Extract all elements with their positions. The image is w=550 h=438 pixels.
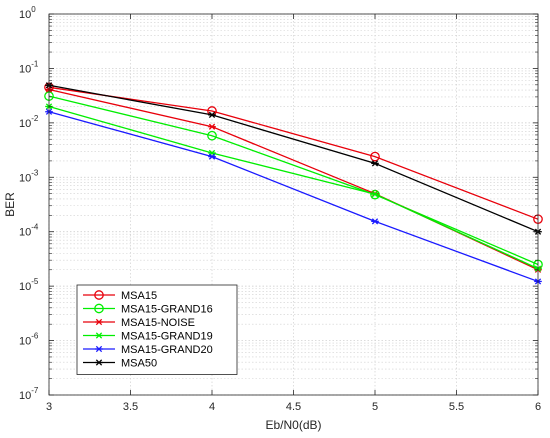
- series-line: [48, 105, 539, 270]
- x-axis-label: Eb/N0(dB): [265, 418, 321, 432]
- x-tick-label: 4: [209, 401, 215, 413]
- data-point: [94, 303, 104, 314]
- y-tick-label: 100: [19, 5, 36, 21]
- y-tick-label: 10-4: [19, 223, 39, 239]
- series-msa15-grand16: [44, 91, 543, 270]
- legend-label: MSA15-GRAND19: [121, 331, 213, 343]
- data-point: [371, 218, 379, 225]
- y-tick-label: 10-6: [19, 332, 39, 348]
- x-tick-label: 5.5: [449, 401, 464, 413]
- data-point: [95, 359, 103, 366]
- y-tick-label: 10-5: [19, 277, 39, 293]
- data-point: [371, 191, 379, 198]
- data-point: [94, 290, 104, 300]
- y-tick-label: 10-1: [19, 59, 39, 75]
- data-point: [208, 111, 216, 119]
- legend-label: MSA50: [121, 358, 157, 370]
- series-line: [48, 111, 539, 283]
- legend-label: MSA15-GRAND20: [121, 344, 213, 356]
- data-point: [95, 345, 103, 353]
- y-tick-label: 10-2: [19, 114, 39, 130]
- data-point: [371, 160, 379, 167]
- data-point: [370, 189, 380, 200]
- legend-entry: MSA15-GRAND16: [83, 304, 213, 316]
- x-tick-label: 3.5: [123, 401, 138, 413]
- legend-label: MSA15-NOISE: [121, 317, 195, 329]
- data-point: [95, 332, 103, 339]
- legend-entry: MSA15: [83, 290, 157, 302]
- legend-label: MSA15: [121, 290, 157, 302]
- x-tick-label: 4.5: [286, 401, 301, 413]
- y-tick-label: 10-3: [19, 168, 39, 184]
- y-tick-label: 10-7: [19, 386, 39, 402]
- data-point: [207, 130, 217, 141]
- data-point: [95, 318, 103, 326]
- x-tick-label: 6: [535, 401, 541, 413]
- legend-entry: MSA15-GRAND19: [83, 331, 213, 343]
- series-line: [48, 84, 539, 233]
- data-point: [370, 151, 380, 162]
- legend-box: [76, 284, 238, 375]
- x-tick-label: 5: [372, 401, 378, 413]
- legend-entry: MSA15-GRAND20: [83, 344, 213, 356]
- data-point: [208, 153, 216, 160]
- series-line: [48, 86, 539, 220]
- legend-entry: MSA15-NOISE: [83, 317, 195, 329]
- legend-entry: MSA50: [83, 358, 157, 370]
- ticks-layer: 3 3.5 4 4.5 5 5.5 6 100 10-1 10-2 10-3 10-4 10-5 10-6…: [19, 5, 541, 413]
- y-axis-label: BER: [3, 192, 17, 217]
- series-line: [48, 95, 539, 266]
- x-tick-label: 3: [46, 401, 52, 413]
- data-point: [208, 123, 216, 130]
- legend-label: MSA15-GRAND16: [121, 304, 213, 316]
